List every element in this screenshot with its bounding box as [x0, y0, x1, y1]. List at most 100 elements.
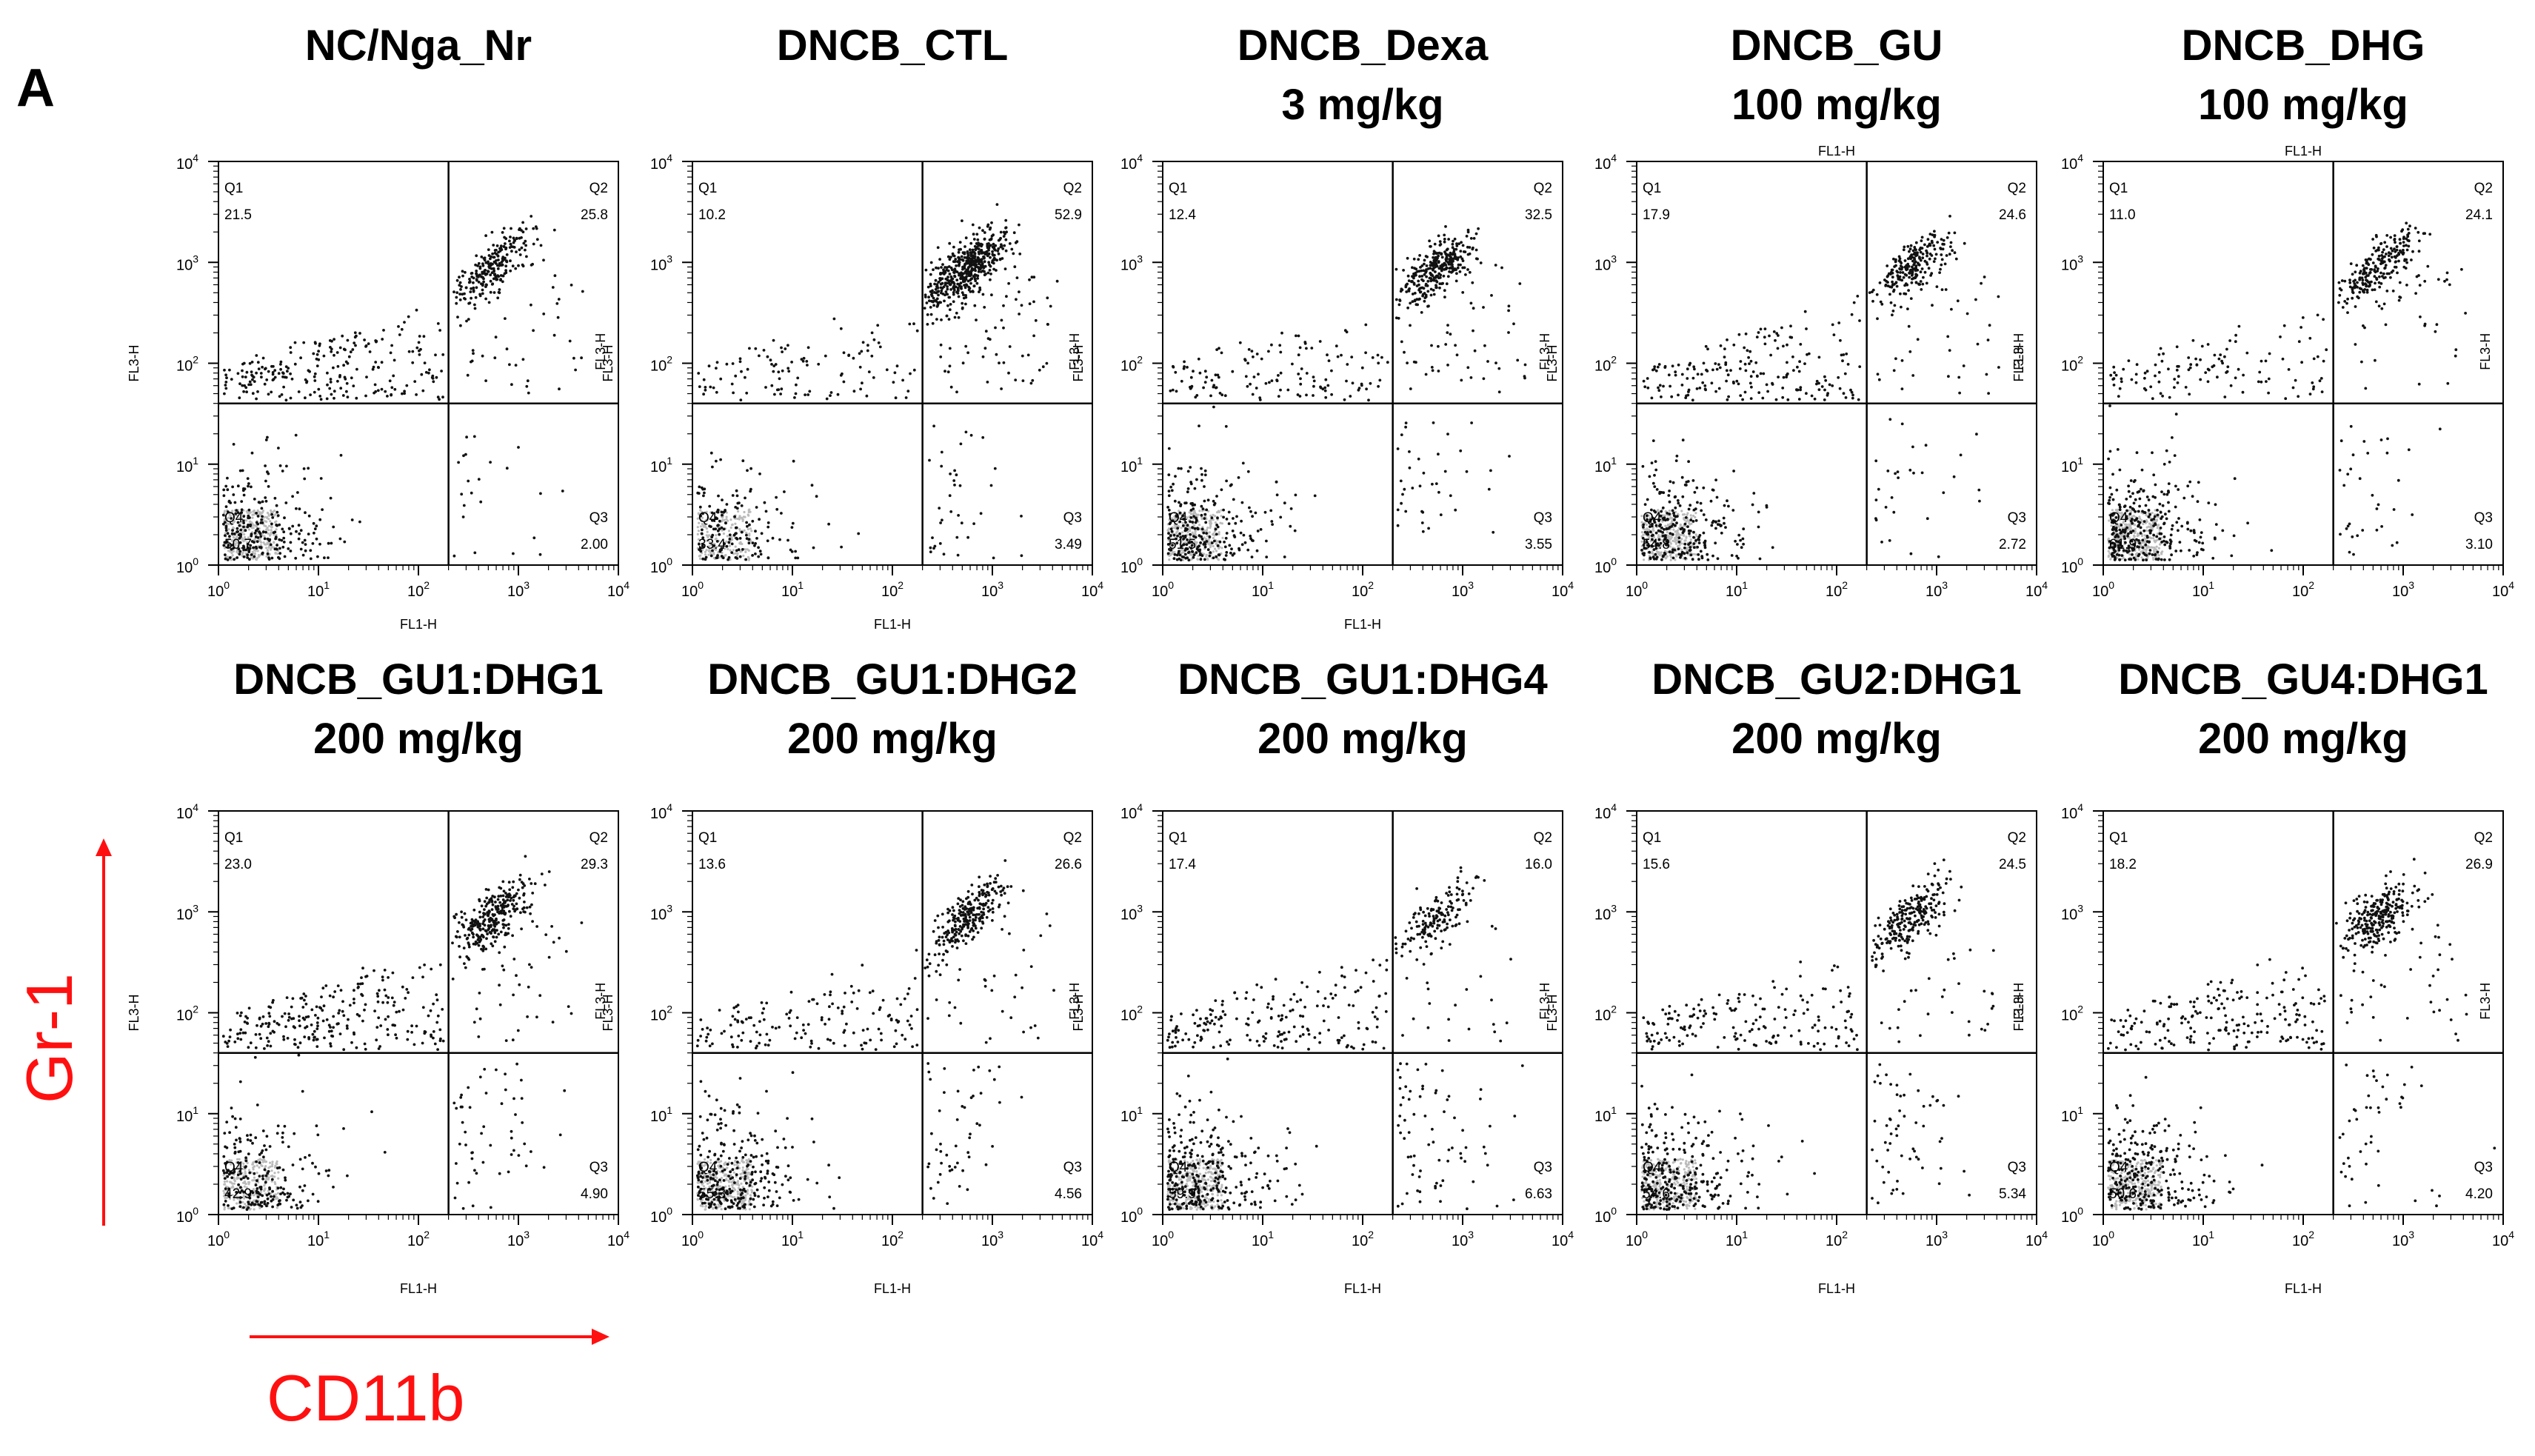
- event-dot: [723, 518, 726, 521]
- event-dot: [1715, 495, 1719, 499]
- event-dot: [390, 386, 394, 390]
- quadrant-percent: 51.5: [1169, 537, 1196, 552]
- event-dot: [295, 507, 298, 510]
- event-dot: [1669, 558, 1672, 561]
- event-dot: [1170, 547, 1173, 550]
- event-dot: [1689, 538, 1692, 541]
- event-dot: [707, 516, 709, 519]
- event-dot: [498, 261, 501, 265]
- event-dot: [1957, 375, 1961, 379]
- event-dot: [1173, 524, 1176, 527]
- event-dot: [1018, 290, 1021, 293]
- event-dot: [455, 291, 459, 294]
- event-dot: [1177, 467, 1180, 470]
- event-dot: [1654, 531, 1658, 535]
- event-dot: [1244, 375, 1248, 378]
- event-dot: [270, 529, 273, 532]
- event-dot: [2142, 522, 2145, 526]
- event-dot: [1923, 259, 1927, 263]
- event-dot: [1173, 551, 1176, 554]
- event-dot: [840, 545, 843, 549]
- event-dot: [1404, 284, 1408, 287]
- event-dot: [745, 533, 748, 537]
- event-dot: [701, 536, 705, 539]
- event-dot: [1286, 388, 1290, 392]
- event-dot: [1944, 288, 1948, 291]
- event-dot: [792, 459, 795, 463]
- event-dot: [1750, 385, 1753, 389]
- event-dot: [1914, 264, 1918, 267]
- event-dot: [1449, 253, 1452, 256]
- event-dot: [1657, 538, 1661, 541]
- event-dot: [978, 290, 981, 293]
- event-dot: [524, 239, 527, 243]
- event-dot: [1654, 369, 1658, 373]
- event-dot: [555, 302, 559, 305]
- event-dot: [721, 498, 724, 501]
- event-dot: [1974, 298, 1977, 301]
- event-dot: [1940, 238, 1943, 241]
- event-dot: [1640, 549, 1643, 552]
- event-dot: [1004, 218, 1008, 222]
- event-dot: [2148, 536, 2151, 539]
- event-dot: [956, 553, 960, 557]
- event-dot: [1321, 387, 1325, 391]
- event-dot: [1650, 544, 1653, 547]
- event-dot: [525, 384, 529, 388]
- event-dot: [1293, 529, 1297, 532]
- event-dot: [709, 518, 712, 521]
- event-dot: [231, 529, 234, 532]
- event-dot: [735, 526, 738, 530]
- event-dot: [1889, 270, 1893, 274]
- event-dot: [1657, 529, 1660, 532]
- event-dot: [764, 386, 767, 389]
- event-dot: [1940, 253, 1943, 256]
- event-dot: [744, 496, 747, 500]
- event-dot: [945, 314, 949, 318]
- event-dot: [1851, 393, 1854, 397]
- event-dot: [242, 546, 246, 549]
- event-dot: [1446, 324, 1449, 327]
- event-dot: [1657, 534, 1660, 537]
- event-dot: [2120, 535, 2122, 538]
- event-dot: [512, 245, 515, 249]
- event-dot: [1428, 239, 1431, 243]
- event-dot: [1430, 273, 1433, 276]
- event-dot: [1740, 546, 1743, 550]
- event-dot: [1200, 504, 1203, 508]
- event-dot: [233, 558, 236, 561]
- event-dot: [961, 361, 965, 365]
- event-dot: [1786, 398, 1790, 401]
- event-dot: [1722, 516, 1726, 520]
- event-dot: [1422, 279, 1425, 282]
- event-dot: [1231, 370, 1235, 373]
- event-dot: [1900, 422, 1904, 426]
- event-dot: [1442, 274, 1446, 278]
- event-dot: [1409, 387, 1412, 390]
- event-dot: [734, 522, 737, 525]
- event-dot: [1004, 249, 1008, 253]
- event-dot: [1737, 556, 1740, 560]
- event-dot: [971, 223, 975, 227]
- event-dot: [1258, 398, 1262, 401]
- event-dot: [1455, 244, 1459, 247]
- event-dot: [1330, 369, 1333, 373]
- event-dot: [264, 464, 267, 467]
- event-dot: [748, 347, 751, 350]
- event-dot: [299, 547, 303, 551]
- event-dot: [1670, 395, 1674, 398]
- event-dot: [1200, 538, 1204, 541]
- event-dot: [1439, 243, 1443, 246]
- quadrant-label: Q3: [2008, 510, 2026, 526]
- event-dot: [432, 380, 435, 384]
- event-dot: [1446, 275, 1450, 278]
- event-dot: [1427, 527, 1430, 530]
- event-dot: [735, 494, 739, 498]
- event-dot: [1018, 253, 1022, 256]
- event-dot: [940, 450, 943, 454]
- event-dot: [1657, 518, 1661, 522]
- event-dot: [1934, 257, 1937, 261]
- event-dot: [1850, 390, 1854, 394]
- event-dot: [736, 552, 739, 555]
- event-dot: [289, 532, 293, 535]
